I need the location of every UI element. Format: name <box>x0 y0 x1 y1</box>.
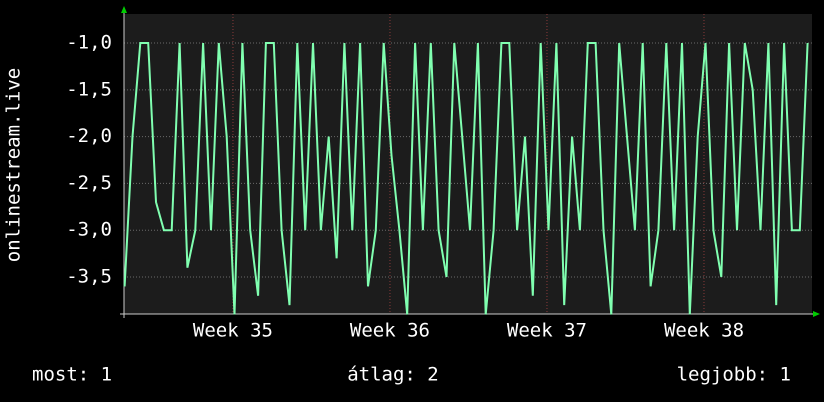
x-tick-label: Week 35 <box>193 320 273 342</box>
y-arrow <box>121 6 127 13</box>
data-line <box>123 42 809 315</box>
y-tick-label: -1,0 <box>66 32 112 54</box>
stat-best: legjobb: 1 <box>677 364 791 386</box>
y-tick-label: -1,5 <box>66 78 112 100</box>
stat-current: most: 1 <box>32 364 112 386</box>
y-axis-title: onlinestream.live <box>3 68 25 262</box>
stat-average: átlag: 2 <box>347 364 439 386</box>
y-tick-label: -3,0 <box>66 219 112 241</box>
x-arrow <box>813 311 820 317</box>
x-tick-label: Week 38 <box>664 320 744 342</box>
x-tick-label: Week 37 <box>507 320 587 342</box>
y-tick-label: -2,5 <box>66 172 112 194</box>
y-tick-label: -2,0 <box>66 125 112 147</box>
y-tick-label: -3,5 <box>66 266 112 288</box>
x-tick-label: Week 36 <box>350 320 430 342</box>
